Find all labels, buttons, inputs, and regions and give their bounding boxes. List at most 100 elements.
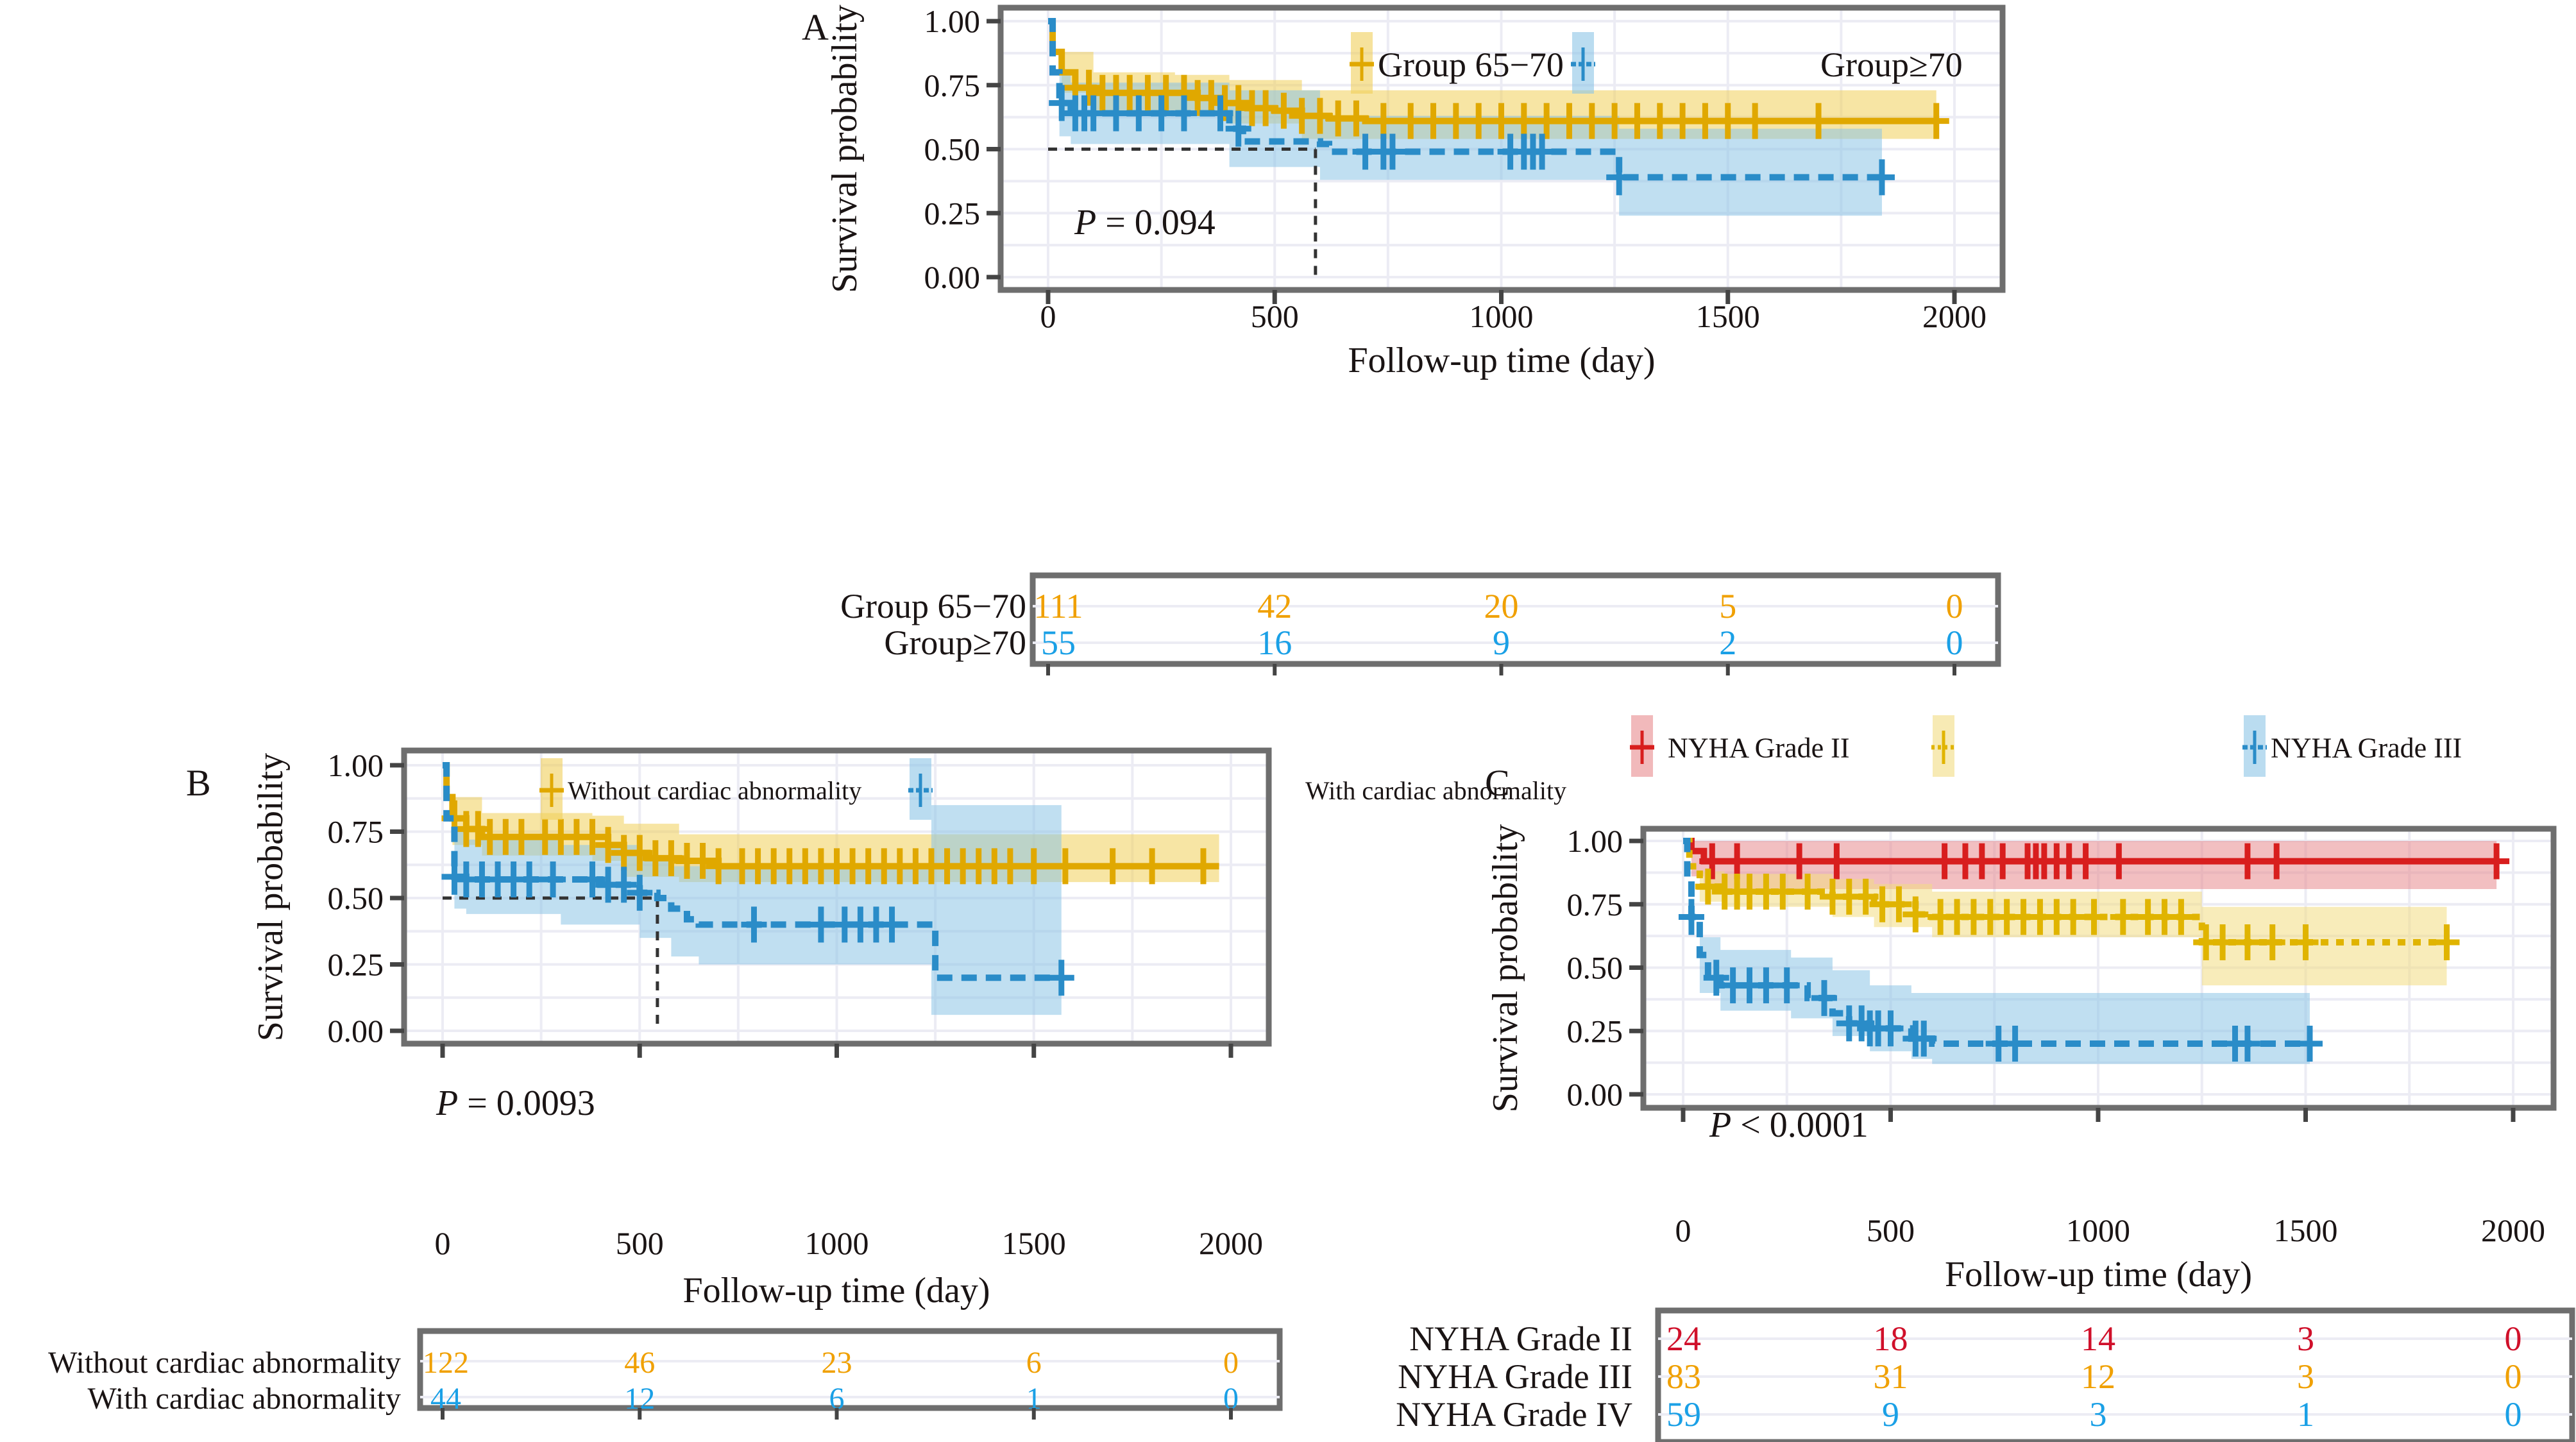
censor-mark bbox=[1534, 103, 1560, 139]
censor-mark bbox=[579, 861, 606, 898]
panel-C: C0.000.250.500.751.000 500 1000 1500 2000Fol… bbox=[1396, 715, 2575, 1442]
censor-mark bbox=[2081, 899, 2107, 935]
p-value-symbol: P bbox=[1709, 1105, 1731, 1145]
censor-mark bbox=[1049, 85, 1075, 121]
risk-value: 16 bbox=[1257, 623, 1292, 662]
risk-value: 0 bbox=[1223, 1346, 1239, 1380]
legend-key-1 bbox=[908, 758, 933, 820]
risk-value: 5 bbox=[1719, 587, 1736, 625]
y-axis-label: Survival probability bbox=[251, 753, 291, 1042]
y-tick-label: 0.00 bbox=[924, 259, 981, 295]
p-value-symbol: P bbox=[436, 1083, 458, 1123]
censor-mark bbox=[1774, 967, 1800, 1004]
censor-mark bbox=[1877, 1010, 1904, 1047]
y-tick-label: 0.00 bbox=[328, 1013, 384, 1049]
censor-mark bbox=[1021, 848, 1047, 885]
confidence-band-2 bbox=[1683, 841, 2310, 1064]
censor-mark bbox=[595, 827, 622, 863]
censor-mark bbox=[1052, 848, 1078, 885]
risk-value: 0 bbox=[2505, 1357, 2522, 1396]
x-tick-label: 1500 bbox=[2274, 1212, 2338, 1248]
censor-mark bbox=[1103, 95, 1129, 131]
risk-row-label: Group≥70 bbox=[884, 623, 1026, 662]
x-tick-label: 0 bbox=[1675, 1212, 1691, 1248]
censor-mark bbox=[1911, 1021, 1937, 1057]
y-axis-label: Survival probability bbox=[1486, 824, 1525, 1113]
y-tick-label: 1.00 bbox=[1567, 823, 1623, 859]
risk-value: 24 bbox=[1666, 1319, 1701, 1358]
risk-value: 122 bbox=[423, 1346, 469, 1380]
censor-mark bbox=[579, 819, 606, 855]
risk-value: 42 bbox=[1257, 587, 1292, 625]
x-axis-label: Follow-up time (day) bbox=[1348, 341, 1655, 380]
censor-marks-0 bbox=[1699, 843, 2510, 879]
confidence-band-1 bbox=[443, 765, 1062, 1015]
x-tick-label: 1500 bbox=[1002, 1225, 1066, 1261]
p-value-symbol: P bbox=[1074, 203, 1096, 242]
panel-B: B 0.00 0.25 0.50 0.75 1.00 0 500 1000 1500 2000 Fol… bbox=[48, 747, 1566, 1420]
legend-key-0 bbox=[1350, 32, 1374, 94]
risk-row-label: Group 65−70 bbox=[840, 587, 1026, 625]
risk-table-frame bbox=[1030, 572, 2001, 667]
censor-mark bbox=[1770, 874, 1796, 910]
censor-mark bbox=[879, 906, 905, 943]
p-value-text: = 0.094 bbox=[1096, 203, 1216, 242]
x-axis-label: Follow-up time (day) bbox=[682, 1271, 990, 1311]
x-tick-label: 500 bbox=[1867, 1212, 1915, 1248]
censor-mark bbox=[508, 819, 534, 855]
legend: Group 65−70 Group≥70 bbox=[1350, 32, 1963, 94]
censor-mark bbox=[1852, 878, 1879, 915]
risk-value: 18 bbox=[1874, 1319, 1908, 1358]
censor-mark bbox=[2264, 843, 2290, 879]
risk-value: 3 bbox=[2297, 1357, 2314, 1396]
x-axis-label: Follow-up time (day) bbox=[1945, 1255, 2252, 1294]
legend: Without cardiac abnormality With cardiac … bbox=[539, 758, 1566, 820]
censor-mark bbox=[1271, 92, 1297, 129]
censor-mark bbox=[1670, 103, 1696, 139]
risk-value: 12 bbox=[2081, 1357, 2115, 1396]
risk-value: 55 bbox=[1041, 623, 1076, 662]
legend-key-0 bbox=[539, 758, 564, 820]
y-tick-label: 0.75 bbox=[1567, 886, 1623, 922]
censor-mark bbox=[465, 811, 491, 847]
censor-mark bbox=[1529, 133, 1555, 170]
censor-mark bbox=[1443, 103, 1469, 139]
censor-mark bbox=[1099, 848, 1126, 885]
censor-mark bbox=[1923, 103, 1949, 139]
p-value: P = 0.0093 bbox=[436, 1083, 595, 1123]
censor-mark bbox=[1806, 103, 1832, 139]
risk-value: 1 bbox=[2297, 1395, 2314, 1434]
risk-value: 59 bbox=[1666, 1395, 1701, 1434]
risk-value: 3 bbox=[2297, 1319, 2314, 1358]
confidence-band-0 bbox=[1683, 841, 2497, 890]
censor-mark bbox=[1824, 843, 1850, 879]
censor-mark bbox=[627, 874, 653, 911]
risk-value: 9 bbox=[1493, 623, 1510, 662]
censor-mark bbox=[611, 867, 637, 903]
censor-mark bbox=[1579, 103, 1605, 139]
censor-mark bbox=[1606, 159, 1632, 196]
risk-row-label: NYHA Grade III bbox=[1398, 1357, 1632, 1396]
censor-mark bbox=[1207, 95, 1233, 131]
panel-label: B bbox=[186, 762, 211, 804]
confidence-band-1 bbox=[1683, 841, 2447, 986]
censor-mark bbox=[1868, 159, 1895, 196]
risk-value: 111 bbox=[1034, 587, 1083, 625]
risk-value: 0 bbox=[1946, 587, 1963, 625]
censor-mark bbox=[1076, 69, 1102, 106]
risk-table-frame bbox=[417, 1328, 1283, 1411]
censor-mark bbox=[627, 835, 653, 871]
censor-mark bbox=[2234, 843, 2260, 879]
risk-value: 44 bbox=[430, 1382, 461, 1416]
censor-mark bbox=[1786, 843, 1813, 879]
censor-mark bbox=[2234, 1026, 2260, 1062]
censor-mark bbox=[741, 906, 767, 943]
risk-value: 0 bbox=[2505, 1395, 2522, 1434]
censor-mark bbox=[1370, 103, 1396, 139]
censor-mark bbox=[1171, 95, 1197, 131]
censor-mark bbox=[1225, 110, 1251, 147]
censor-mark bbox=[1699, 843, 1725, 879]
censor-mark bbox=[2106, 843, 2132, 879]
